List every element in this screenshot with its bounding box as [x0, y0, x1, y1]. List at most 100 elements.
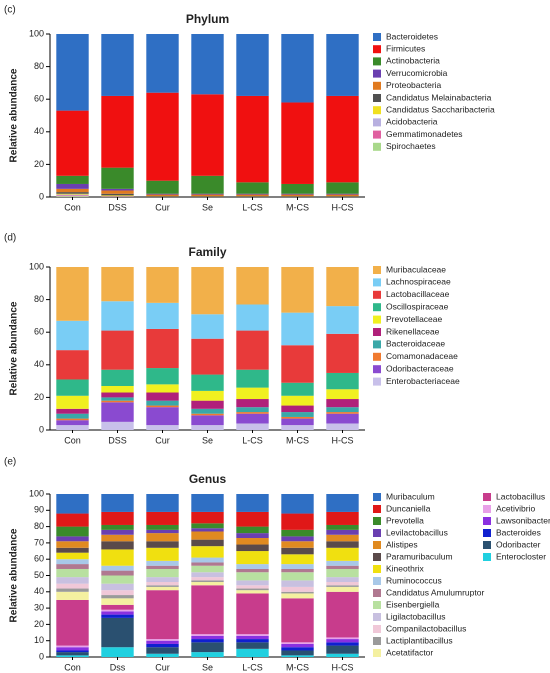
bar-segment	[236, 182, 269, 194]
bar-segment	[191, 642, 224, 653]
legend-swatch	[373, 529, 381, 537]
bar-segment	[56, 559, 89, 565]
legend-label: Levilactobacillus	[386, 527, 448, 537]
bar-segment	[56, 552, 89, 560]
bar-segment	[56, 110, 89, 176]
legend-swatch	[373, 577, 381, 585]
bar-segment	[146, 302, 179, 329]
legend-label: Odoribacteraceae	[386, 363, 454, 373]
legend-label: Bacteroidetes	[386, 31, 438, 41]
y-axis-label: Relative abundance	[9, 68, 20, 162]
bar-segment	[146, 590, 179, 640]
bar-segment	[56, 183, 89, 189]
bar-segment	[281, 598, 314, 643]
bar-segment	[101, 549, 134, 566]
bar-segment	[191, 546, 224, 558]
legend-label: Muribaculum	[386, 491, 435, 501]
bar-segment	[281, 650, 314, 656]
bar-segment	[236, 423, 269, 430]
bar-segment	[146, 640, 179, 644]
bar-segment	[101, 301, 134, 331]
bar-segment	[56, 408, 89, 414]
x-tick-label: L-CS	[242, 202, 263, 212]
bar-segment	[101, 392, 134, 398]
bar-segment	[236, 369, 269, 388]
bar-segment	[326, 524, 359, 530]
bar-segment	[281, 513, 314, 530]
bar-segment	[101, 617, 134, 648]
bar-segment	[326, 637, 359, 640]
legend-swatch	[373, 130, 381, 139]
bar-segment	[326, 182, 359, 194]
bar-segment	[326, 193, 359, 195]
x-tick-label: L-CS	[242, 435, 263, 445]
bar-segment	[56, 564, 89, 569]
bar-segment	[56, 650, 89, 653]
legend-label: Verrucomicrobia	[386, 68, 448, 78]
bar-segment	[236, 330, 269, 370]
legend-swatch	[373, 315, 381, 324]
bar-segment	[101, 34, 134, 96]
legend-label: Proteobacteria	[386, 80, 442, 90]
bar-segment	[281, 345, 314, 383]
bar-segment	[236, 407, 269, 413]
bar-segment	[101, 609, 134, 612]
legend-swatch	[373, 625, 381, 633]
bar-segment	[326, 529, 359, 535]
bar-segment	[326, 586, 359, 592]
legend-swatch	[373, 553, 381, 561]
legend-swatch	[373, 33, 381, 41]
legend-swatch	[373, 118, 381, 127]
bar-segment	[146, 267, 179, 303]
bar-segment	[101, 598, 134, 605]
bar-segment	[236, 304, 269, 331]
bar-segment	[191, 557, 224, 563]
x-tick-label: DSS	[108, 202, 127, 212]
bar-segment	[191, 634, 224, 636]
x-tick-label: Cur	[155, 662, 170, 672]
legend-swatch	[373, 278, 381, 287]
x-tick-label: M-CS	[286, 662, 309, 672]
bar-segment	[281, 564, 314, 569]
bar-segment	[326, 577, 359, 583]
legend-swatch	[483, 505, 491, 513]
bar-segment	[146, 405, 179, 408]
y-axis-label: Relative abundance	[9, 528, 20, 622]
legend-swatch	[373, 106, 381, 115]
bar-segment	[281, 382, 314, 396]
bar-segment	[281, 416, 314, 419]
bar-segment	[146, 328, 179, 369]
y-tick-label: 60	[34, 327, 44, 337]
bar-segment	[281, 418, 314, 426]
legend-swatch	[373, 377, 381, 386]
bar-segment	[191, 572, 224, 578]
y-tick-label: 60	[34, 94, 44, 104]
bar-segment	[326, 34, 359, 96]
legend-label: Candidatus Melainabacteria	[386, 92, 492, 102]
legend-label: Ligilactobacillus	[386, 611, 446, 621]
bar-segment	[191, 494, 224, 512]
bar-segment	[56, 192, 89, 194]
bar-segment	[146, 643, 179, 648]
x-tick-label: Con	[64, 435, 81, 445]
bar-segment	[101, 385, 134, 393]
bar-segment	[236, 580, 269, 586]
legend-swatch	[373, 328, 381, 336]
bar-segment	[146, 653, 179, 657]
legend-swatch	[373, 365, 381, 374]
panel-label: (d)	[4, 233, 16, 244]
legend-label: Acetatifactor	[386, 647, 433, 657]
bar-segment	[236, 194, 269, 197]
bar-segment	[326, 568, 359, 578]
bar-segment	[101, 647, 134, 657]
bar-segment	[326, 560, 359, 566]
bar-segment	[326, 541, 359, 548]
bar-segment	[101, 402, 134, 422]
bar-segment	[101, 330, 134, 370]
legend-swatch	[373, 493, 381, 501]
panel-label: (e)	[4, 457, 16, 468]
bar-segment	[146, 511, 179, 525]
bar-segment	[56, 195, 89, 197]
bar-segment	[101, 575, 134, 584]
